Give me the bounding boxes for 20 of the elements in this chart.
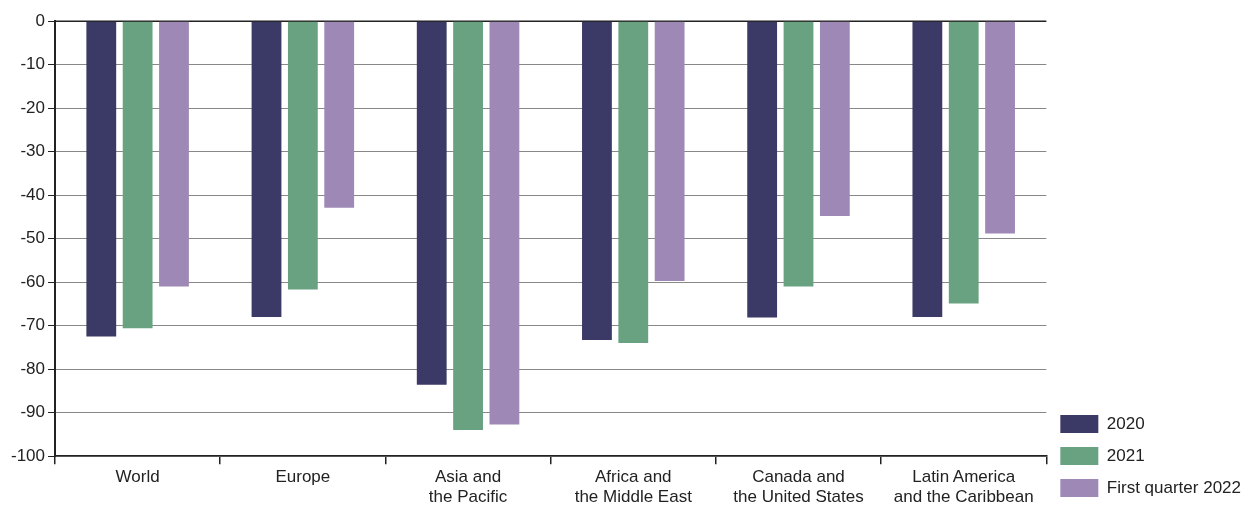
x-tick-label: Europe: [275, 467, 331, 487]
x-tick-label: Canada and the United States: [733, 467, 864, 507]
legend-label: 2021: [1106, 445, 1145, 465]
x-tick-label: Latin America and the Caribbean: [893, 467, 1034, 507]
y-tick-label: 0: [35, 10, 46, 30]
x-tick-label: World: [115, 467, 160, 487]
legend-label: 2020: [1106, 413, 1145, 433]
y-tick-label: -80: [20, 358, 46, 378]
x-tick-label: Africa and the Middle East: [574, 467, 693, 507]
y-tick-label: -10: [20, 54, 46, 74]
y-tick-label: -70: [20, 315, 46, 335]
y-tick-label: -60: [20, 271, 46, 291]
y-tick-label: -50: [20, 228, 46, 248]
y-tick-label: -30: [20, 141, 46, 161]
y-tick-label: -40: [20, 184, 46, 204]
x-tick-label: Asia and the Pacific: [428, 467, 508, 507]
legend-label: First quarter 2022: [1106, 477, 1242, 497]
y-tick-label: -100: [10, 445, 46, 465]
y-tick-label: -90: [20, 402, 46, 422]
y-tick-label: -20: [20, 97, 46, 117]
